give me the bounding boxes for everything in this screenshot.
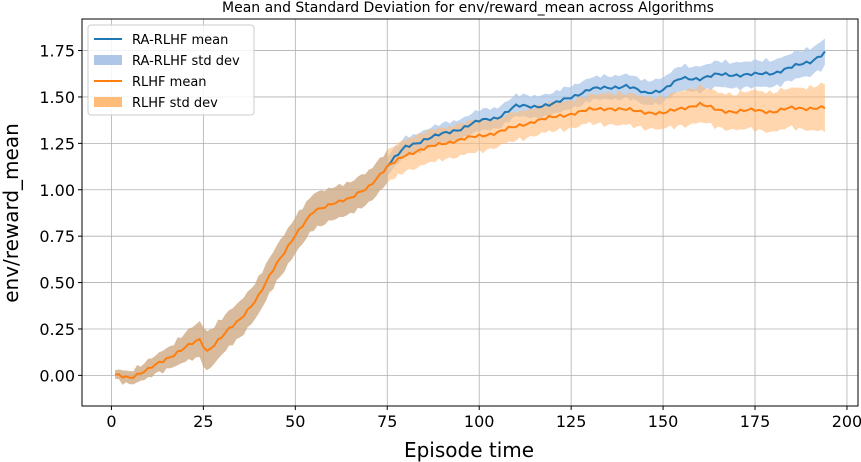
- axis-ticks: 0 25 50 75 100 125 150 175 200 0.00 0.25 0.50 0.75 1.…: [39, 42, 861, 431]
- y-tick-label: 0.00: [39, 366, 75, 385]
- legend-label: RA-RLHF mean: [132, 33, 228, 48]
- x-tick-label: 125: [556, 412, 587, 431]
- y-tick-label: 1.50: [39, 88, 75, 107]
- overlap-std-band: [115, 149, 388, 385]
- plot-frame: [81, 18, 859, 407]
- x-tick-label: 75: [377, 412, 397, 431]
- mean-lines: [114, 50, 826, 379]
- x-axis-label: Episode time: [404, 438, 534, 462]
- x-tick-label: 100: [464, 412, 495, 431]
- legend-label: RLHF std dev: [132, 96, 218, 111]
- rlhf-mean-line: [115, 101, 826, 379]
- y-tick-label: 0.25: [39, 320, 75, 339]
- chart-title: Mean and Standard Deviation for env/rewa…: [222, 0, 714, 16]
- x-tick-label: 0: [106, 412, 116, 431]
- y-tick-label: 0.50: [39, 274, 75, 293]
- legend: RA-RLHF mean RA-RLHF std dev RLHF mean RLHF…: [87, 24, 255, 116]
- legend-band-swatch: [94, 55, 122, 65]
- ra-rlhf-mean-line: [386, 50, 826, 168]
- legend-label: RA-RLHF std dev: [132, 54, 240, 69]
- x-tick-label: 150: [648, 412, 679, 431]
- y-axis-label: env/reward_mean: [0, 123, 23, 303]
- y-tick-label: 1.25: [39, 134, 75, 153]
- rlhf-std-band: [115, 82, 825, 385]
- legend-box: [87, 24, 255, 116]
- y-tick-label: 1.00: [39, 181, 75, 200]
- legend-label: RLHF mean: [132, 75, 207, 90]
- x-tick-label: 50: [285, 412, 305, 431]
- y-tick-label: 0.75: [39, 227, 75, 246]
- x-tick-label: 175: [740, 412, 771, 431]
- x-tick-label: 200: [832, 412, 861, 431]
- y-tick-label: 1.75: [39, 42, 75, 61]
- x-tick-label: 25: [193, 412, 213, 431]
- legend-band-swatch: [94, 97, 122, 107]
